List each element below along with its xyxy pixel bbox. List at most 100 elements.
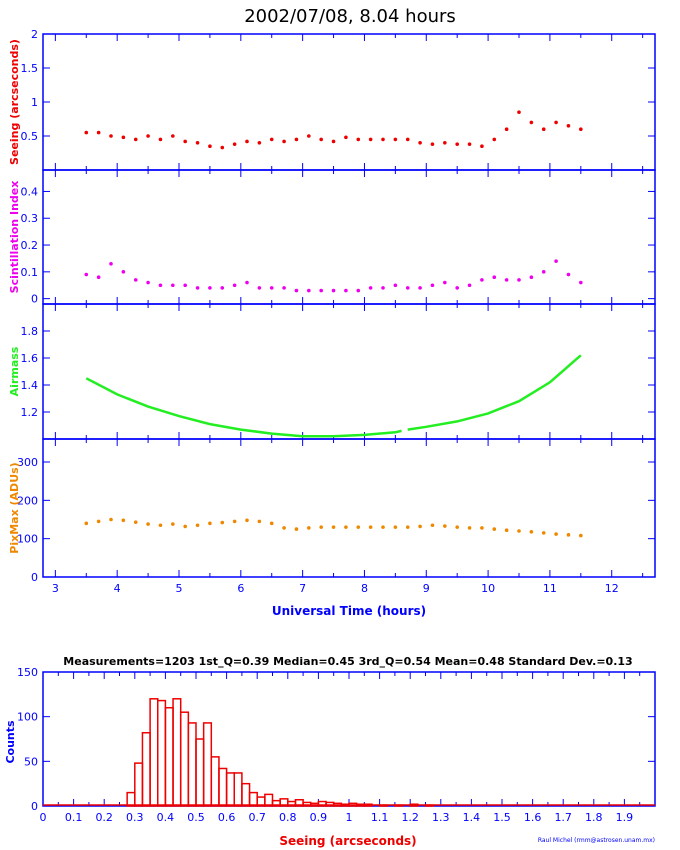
data-point [282, 526, 286, 530]
airmass-line [85, 377, 402, 438]
data-point [504, 528, 509, 533]
histogram-bar [302, 801, 312, 807]
data-point [232, 519, 237, 524]
data-point [405, 286, 410, 290]
data-point [96, 130, 101, 135]
x-tick-label: 7 [299, 582, 306, 595]
y-axis-title: Airmass [8, 346, 21, 396]
data-point [183, 283, 187, 288]
y-tick-label: 200 [17, 494, 38, 507]
data-point [517, 278, 521, 282]
x-tick-label: 1.1 [371, 811, 389, 824]
data-point [232, 283, 237, 288]
data-point [381, 286, 385, 290]
x-tick-label: 0.3 [126, 811, 144, 824]
data-point [331, 139, 336, 144]
y-tick-label: 0 [31, 800, 38, 813]
data-point [84, 130, 89, 135]
data-point [257, 141, 262, 145]
data-point [517, 110, 521, 114]
data-point [467, 142, 472, 146]
data-point [282, 286, 286, 290]
data-point [84, 272, 89, 277]
data-point [492, 527, 497, 531]
x-tick-label: 0 [40, 811, 47, 824]
data-point [307, 526, 311, 530]
data-point [393, 283, 398, 288]
data-point [257, 519, 262, 524]
data-point [158, 137, 163, 142]
data-point [554, 532, 558, 536]
data-point [443, 524, 447, 528]
chart-title: 2002/07/08, 8.04 hours [244, 6, 456, 27]
airmass-line [407, 354, 582, 431]
data-point [504, 127, 509, 131]
data-point [121, 518, 126, 523]
x-tick-label: 10 [481, 582, 495, 595]
data-point [517, 529, 521, 533]
histogram-bar [179, 711, 190, 807]
data-point [257, 286, 262, 290]
data-point [84, 521, 89, 526]
y-tick-label: 1.2 [21, 406, 39, 419]
data-point [541, 531, 546, 535]
histogram-bar [394, 804, 404, 807]
x-tick-label: 0.4 [157, 811, 175, 824]
x-tick-label: 0.2 [95, 811, 113, 824]
x-tick-label: 0.5 [187, 811, 205, 824]
data-point [381, 525, 385, 529]
y-tick-label: 0.4 [21, 185, 39, 198]
x-tick-label: 1.8 [585, 811, 603, 824]
data-point [319, 137, 323, 142]
x-tick-label: 4 [114, 582, 121, 595]
data-point [381, 137, 385, 142]
data-point [171, 522, 175, 526]
data-point [541, 127, 546, 131]
data-point [529, 275, 534, 280]
panel-frame [42, 33, 656, 171]
histogram-bar [126, 791, 136, 807]
y-tick-label: 1.4 [21, 379, 39, 392]
y-tick-label: 1.8 [21, 325, 39, 338]
data-point [269, 137, 274, 142]
data-point [133, 137, 138, 142]
data-point [183, 524, 187, 529]
data-point [109, 134, 113, 138]
data-point [245, 139, 249, 144]
y-tick-label: 0 [31, 293, 38, 306]
data-point [307, 288, 311, 293]
data-point [579, 280, 583, 285]
x-tick-label: 1.2 [401, 811, 419, 824]
data-point [480, 144, 484, 148]
data-point [480, 278, 484, 282]
histogram-bar [317, 800, 327, 807]
data-point [579, 533, 583, 538]
x-tick-label: 1.4 [463, 811, 481, 824]
time-axis-title: Universal Time (hours) [272, 604, 426, 618]
data-point [195, 523, 200, 528]
x-tick-label: 12 [605, 582, 619, 595]
x-tick-label: 0.6 [218, 811, 236, 824]
data-point [146, 280, 150, 285]
data-point [208, 286, 212, 290]
data-point [579, 127, 583, 131]
data-point [245, 280, 249, 285]
y-tick-label: 0.5 [21, 130, 39, 143]
x-tick-label: 1.3 [432, 811, 450, 824]
data-point [418, 141, 422, 145]
x-tick-label: 0.9 [310, 811, 328, 824]
data-point [331, 288, 336, 293]
data-point [195, 141, 200, 145]
x-tick-label: 1.7 [554, 811, 572, 824]
histogram-x-title: Seeing (arcseconds) [279, 834, 416, 848]
data-point [208, 144, 212, 148]
histogram-bar [195, 738, 205, 807]
y-tick-label: 150 [17, 666, 38, 679]
x-tick-label: 1.5 [493, 811, 511, 824]
data-point [443, 280, 447, 285]
data-point [430, 142, 435, 146]
data-point [269, 286, 274, 290]
y-tick-label: 0.2 [21, 239, 39, 252]
data-point [220, 520, 225, 525]
